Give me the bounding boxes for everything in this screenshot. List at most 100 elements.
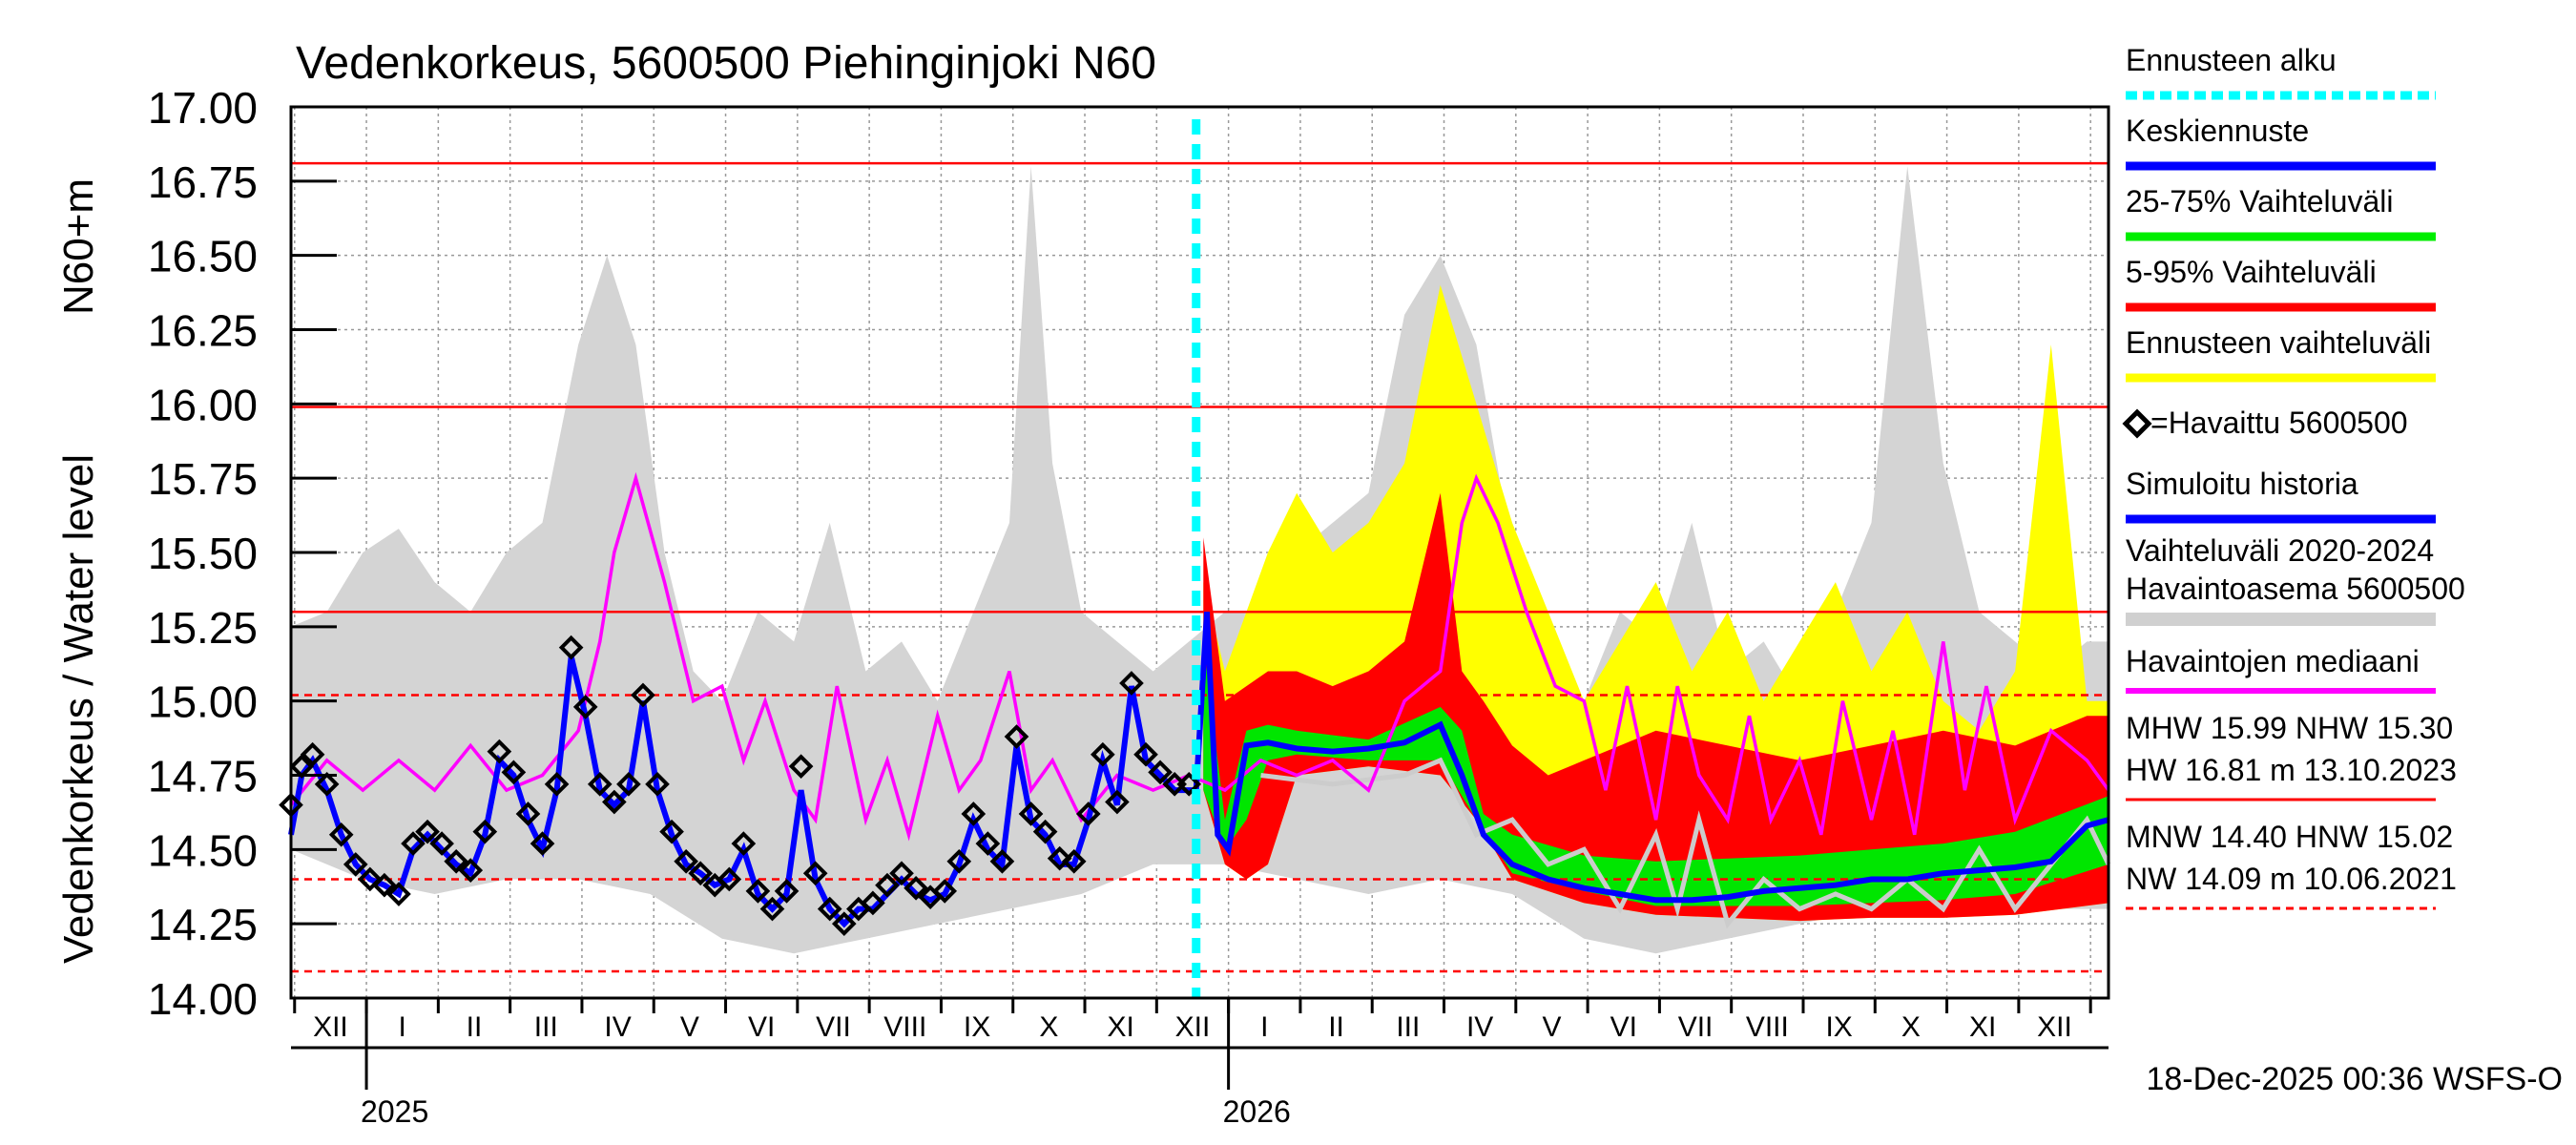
- observed-point-marker: [802, 861, 828, 886]
- observed-point-marker: [372, 872, 397, 898]
- observed-point-marker: [1004, 724, 1029, 749]
- legend-entry-label: Havaintojen mediaani: [2126, 644, 2420, 678]
- observed-point-marker: [357, 866, 383, 892]
- y-tick-label: 15.25: [148, 603, 258, 653]
- observed-point-marker: [989, 848, 1015, 874]
- y-tick-label: 15.75: [148, 454, 258, 504]
- x-month-label: XI: [1107, 1011, 1133, 1043]
- legend-entry-label: =Havaittu 5600500: [2150, 406, 2408, 440]
- observed-point-marker: [645, 772, 670, 797]
- legend-entry-label: Vaihteluväli 2020-2024: [2126, 533, 2434, 568]
- observed-point-marker: [1133, 741, 1158, 767]
- legend-entry-label: Ennusteen vaihteluväli: [2126, 325, 2431, 360]
- observed-point-marker: [386, 882, 411, 906]
- x-month-label: IX: [1825, 1011, 1852, 1043]
- legend-entry-label: Keskiennuste: [2126, 114, 2309, 148]
- observed-point-marker: [1119, 671, 1144, 696]
- x-month-label: IX: [964, 1011, 990, 1043]
- x-month-label: V: [1542, 1011, 1561, 1043]
- observed-point-marker: [429, 831, 454, 856]
- y-tick-label: 16.75: [148, 157, 258, 207]
- x-year-label: 2025: [361, 1094, 428, 1129]
- observed-point-marker: [530, 831, 555, 856]
- x-month-label: IV: [604, 1011, 631, 1043]
- x-month-label: VII: [1678, 1011, 1714, 1043]
- y-axis-label: Vedenkorkeus / Water level: [55, 454, 102, 964]
- observed-point-marker: [572, 695, 598, 719]
- y-tick-label: 14.75: [148, 752, 258, 802]
- observed-point-marker: [343, 852, 368, 877]
- observed-point-marker: [401, 831, 426, 856]
- observed-point-marker: [1091, 741, 1115, 767]
- observed-point-marker: [1047, 845, 1072, 871]
- observed-point-marker: [444, 848, 469, 874]
- x-month-label: X: [1039, 1011, 1058, 1043]
- x-month-label: VI: [748, 1011, 775, 1043]
- x-month-label: III: [534, 1011, 558, 1043]
- observed-point-marker: [659, 819, 684, 844]
- y-tick-label: 15.00: [148, 677, 258, 727]
- x-month-label: XII: [2037, 1011, 2072, 1043]
- x-month-label: II: [1328, 1011, 1344, 1043]
- x-month-label: I: [1260, 1011, 1268, 1043]
- observed-point-marker: [731, 831, 757, 856]
- observed-point-marker: [788, 754, 814, 779]
- y-tick-label: 14.25: [148, 900, 258, 949]
- station-observation-line: [1260, 757, 2111, 929]
- observed-point-marker: [587, 772, 613, 797]
- observed-point-marker: [817, 896, 842, 922]
- x-month-label: VIII: [1746, 1011, 1789, 1043]
- y-tick-label: 14.00: [148, 974, 258, 1024]
- y-axis-label-group: Vedenkorkeus / Water level N60+m: [55, 178, 102, 964]
- observed-point-marker: [904, 875, 928, 901]
- observed-point-marker: [328, 822, 354, 847]
- observed-point-marker: [946, 848, 972, 874]
- x-month-label: XI: [1969, 1011, 1996, 1043]
- observed-point-marker: [1075, 802, 1101, 826]
- observed-point-marker: [602, 789, 627, 815]
- mean-forecast-line: [1193, 612, 2109, 904]
- observed-point-marker: [300, 741, 325, 767]
- x-month-label: X: [1901, 1011, 1921, 1043]
- y-axis-unit-label: N60+m: [55, 178, 102, 315]
- y-tick-label: 16.25: [148, 306, 258, 356]
- observed-point-marker: [674, 848, 698, 874]
- observed-point-marker: [759, 896, 785, 922]
- y-tick-label: 16.00: [148, 380, 258, 429]
- y-tick-label: 14.50: [148, 825, 258, 875]
- x-month-label: VIII: [883, 1011, 926, 1043]
- observed-point-marker: [1105, 789, 1130, 815]
- x-month-label: I: [399, 1011, 406, 1043]
- legend-entry-label: Havaintoasema 5600500: [2126, 572, 2465, 606]
- observed-point-marker: [861, 890, 885, 916]
- chart-title: Vedenkorkeus, 5600500 Piehinginjoki N60: [296, 38, 1156, 89]
- x-year-label: 2026: [1223, 1094, 1291, 1129]
- observed-point-marker: [1148, 760, 1173, 785]
- observed-point-marker: [961, 802, 987, 826]
- legend-entry-label: Ennusteen alku: [2126, 43, 2337, 77]
- observed-point-marker: [458, 858, 484, 883]
- y-tick-label: 17.00: [148, 83, 258, 133]
- observed-point-marker: [831, 911, 857, 936]
- x-month-label: XII: [1175, 1011, 1211, 1043]
- y-tick-label: 16.50: [148, 232, 258, 281]
- legend-entry-label: Simuloitu historia: [2126, 467, 2358, 501]
- observed-point-marker: [501, 760, 527, 785]
- observed-point-marker: [1061, 848, 1087, 874]
- observed-point-marker: [889, 861, 914, 886]
- x-month-label: XII: [313, 1011, 348, 1043]
- x-month-label: II: [467, 1011, 483, 1043]
- observed-point-marker: [544, 772, 570, 797]
- x-month-label: VI: [1610, 1011, 1637, 1043]
- x-month-label: III: [1396, 1011, 1420, 1043]
- timestamp-label: 18-Dec-2025 00:36 WSFS-O: [2146, 1061, 2563, 1097]
- plot-area: 14.00 14.25 14.50 14.75 15.00 15.25 15.50 15.75…: [148, 83, 2111, 1129]
- legend-stat-label: HW 16.81 m 13.10.2023: [2126, 753, 2457, 787]
- observed-point-marker: [487, 739, 512, 764]
- observed-point-marker: [1032, 819, 1058, 844]
- observed-point-marker: [314, 772, 340, 797]
- observed-point-marker: [1018, 802, 1044, 826]
- legend-stat-label: MHW 15.99 NHW 15.30: [2126, 711, 2453, 745]
- legend-marker-icon: [2122, 408, 2152, 439]
